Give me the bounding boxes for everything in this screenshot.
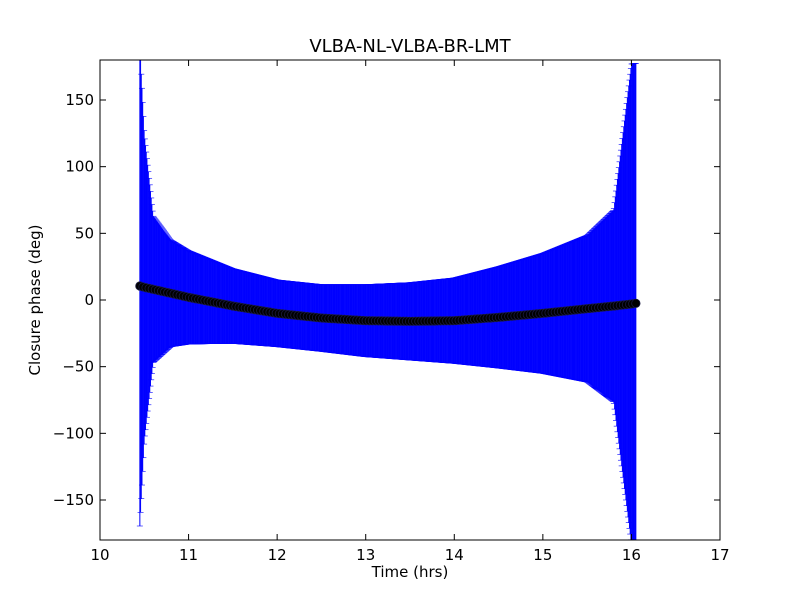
y-tick-label: 150 [65,91,94,109]
x-tick-label: 15 [533,546,552,564]
x-axis-label: Time (hrs) [371,563,449,581]
y-tick-label: −150 [53,491,94,509]
y-axis-ticks: −150 −100 −50 0 50 100 150 [53,91,720,509]
y-tick-label: −50 [62,358,94,376]
x-tick-label: 16 [622,546,641,564]
data-point [631,298,641,308]
x-tick-label: 10 [90,546,109,564]
y-axis-label: Closure phase (deg) [26,225,44,376]
plot-area [135,60,641,540]
y-tick-label: −100 [53,424,94,442]
chart-title: VLBA-NL-VLBA-BR-LMT [309,36,511,57]
x-tick-label: 13 [356,546,375,564]
x-tick-label: 14 [445,546,464,564]
x-tick-label: 17 [710,546,729,564]
x-tick-label: 11 [179,546,198,564]
y-tick-label: 100 [65,158,94,176]
x-tick-label: 12 [268,546,287,564]
y-tick-label: 0 [84,291,94,309]
x-axis-ticks: 10 11 12 13 14 15 16 17 [90,60,730,564]
data-markers [135,281,641,326]
y-tick-label: 50 [75,224,94,242]
